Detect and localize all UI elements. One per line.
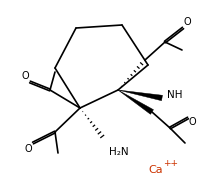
Text: O: O xyxy=(21,71,29,81)
Polygon shape xyxy=(118,90,163,101)
Text: O: O xyxy=(24,144,32,154)
Text: O: O xyxy=(189,117,197,127)
Text: H₂N: H₂N xyxy=(109,147,129,157)
Text: NH: NH xyxy=(167,90,183,100)
Text: Ca: Ca xyxy=(148,165,163,175)
Text: O: O xyxy=(184,17,192,27)
Text: ++: ++ xyxy=(163,159,178,168)
Polygon shape xyxy=(118,90,153,114)
